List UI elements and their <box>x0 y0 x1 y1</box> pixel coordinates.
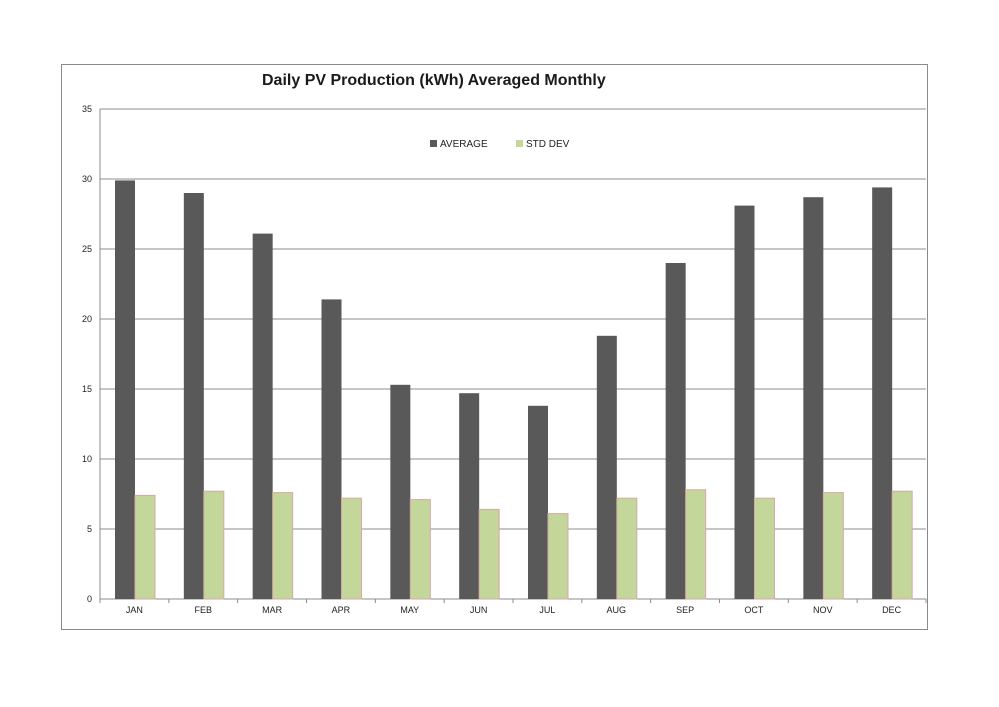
bar-std-dev-may <box>409 499 431 600</box>
bar-average-nov <box>803 197 824 599</box>
bar-std-dev-jan <box>134 494 156 600</box>
bar-std-dev-mar <box>272 492 294 600</box>
chart-title: Daily PV Production (kWh) Averaged Month… <box>262 72 606 89</box>
x-tick-label: NOV <box>813 605 833 615</box>
x-tick-label: AUG <box>606 605 626 615</box>
y-tick-label: 20 <box>82 314 92 324</box>
bar-average-may <box>390 384 411 599</box>
bar-std-dev-aug <box>616 497 638 600</box>
x-tick-label: DEC <box>882 605 902 615</box>
y-tick-label: 5 <box>87 524 92 534</box>
y-tick-label: 25 <box>82 244 92 254</box>
y-tick-label: 0 <box>87 594 92 604</box>
y-tick-label: 30 <box>82 174 92 184</box>
x-tick-label: JUN <box>470 605 488 615</box>
y-tick-label: 15 <box>82 384 92 394</box>
legend-label-average: AVERAGE <box>440 139 488 150</box>
bar-average-dec <box>872 187 893 599</box>
bar-average-feb <box>183 193 204 599</box>
bar-std-dev-feb <box>203 490 225 600</box>
bar-std-dev-sep <box>685 489 707 600</box>
bar-average-oct <box>734 205 755 599</box>
bar-std-dev-nov <box>822 492 844 600</box>
legend-label-std-dev: STD DEV <box>526 139 570 150</box>
bar-average-jan <box>115 180 135 599</box>
legend-swatch-average <box>430 140 437 147</box>
bar-std-dev-dec <box>891 490 913 600</box>
x-tick-label: MAR <box>262 605 283 615</box>
bar-average-jul <box>528 405 548 599</box>
bar-average-aug <box>596 335 617 599</box>
legend-swatch-std-dev <box>516 140 523 147</box>
bar-average-apr <box>321 299 342 599</box>
x-tick-label: MAY <box>400 605 419 615</box>
bar-std-dev-jun <box>478 508 500 600</box>
bar-std-dev-apr <box>341 497 362 600</box>
x-tick-label: APR <box>332 605 351 615</box>
bar-std-dev-oct <box>754 497 775 600</box>
x-tick-label: JUL <box>539 605 555 615</box>
x-tick-label: JAN <box>126 605 143 615</box>
bar-average-mar <box>252 233 273 599</box>
bar-average-sep <box>665 263 686 599</box>
bar-average-jun <box>459 393 480 599</box>
y-tick-label: 10 <box>82 454 92 464</box>
x-tick-label: SEP <box>676 605 694 615</box>
x-tick-label: FEB <box>194 605 212 615</box>
bar-std-dev-jul <box>547 513 569 600</box>
y-tick-label: 35 <box>82 104 92 114</box>
x-tick-label: OCT <box>744 605 764 615</box>
